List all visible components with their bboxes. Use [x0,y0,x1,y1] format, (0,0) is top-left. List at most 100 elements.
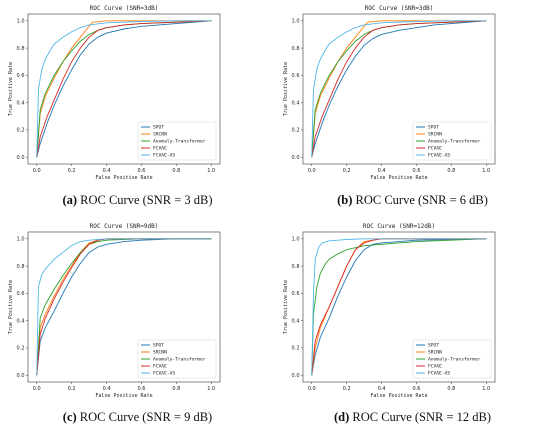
y-tick-label: 1.0 [292,19,300,25]
x-tick-label: 0.4 [378,386,386,392]
legend-label-anomaly-transformer: Anomaly-Transformer [428,139,481,145]
x-tick-label: 0.8 [172,386,180,392]
x-tick-label: 0.2 [343,386,351,392]
y-tick-label: 0.8 [292,264,300,270]
series-line-anomaly-transformer [311,238,487,376]
plot-frame [302,13,496,165]
legend-label-spot: SPOT [153,125,164,131]
y-tick-label: 0.0 [17,373,25,379]
legend-label-fcvae-as: FCVAE-AS [153,153,175,159]
y-tick-label: 1.0 [17,19,25,25]
series-line-spot [36,238,212,376]
x-tick-label: 0.6 [137,386,145,392]
y-tick-label: 0.4 [292,100,300,106]
x-tick-label: 0.4 [378,168,386,174]
chart-panel-d: ROC Curve (SNR=12dB) 0.0 0.2 0.4 0.6 0.8 1.0 0.… [275,218,550,408]
x-tick-label: 0.6 [412,168,420,174]
x-tick-label: 0.0 [308,386,316,392]
y-tick-label: 0.2 [292,346,300,352]
legend-label-fcvae-as: FCVAE-AS [428,153,450,159]
y-tick-label: 0.8 [292,46,300,52]
legend-label-fcvae-as: FCVAE-AS [428,371,450,377]
x-axis-label: False Positive Rate [95,393,152,399]
legend-label-srcnn: SRCNN [428,350,442,356]
y-tick-label: 0.2 [17,128,25,134]
legend-label-fcvae: FCVAE [428,364,442,370]
caption-a: (a) ROC Curve (SNR = 3 dB) [0,193,275,208]
x-tick-label: 0.6 [137,168,145,174]
x-tick-label: 0.0 [308,168,316,174]
legend-label-fcvae: FCVAE [153,364,167,370]
x-tick-label: 1.0 [482,168,490,174]
y-tick-label: 0.8 [17,264,25,270]
legend-label-srcnn: SRCNN [153,132,167,138]
legend-label-spot: SPOT [428,343,439,349]
y-axis-label: True Positive Rate [8,280,14,334]
y-tick-label: 0.4 [292,318,300,324]
series-line-srcnn [36,20,212,158]
caption-a-letter: (a) [62,193,78,207]
legend-box [412,121,492,161]
x-tick-label: 0.6 [412,386,420,392]
legend: SPOTSRCNNAnomaly-TransformerFCVAEFCVAE-A… [137,339,217,379]
series-line-spot [36,20,212,158]
roc-chart-d: ROC Curve (SNR=12dB) 0.0 0.2 0.4 0.6 0.8 1.0 0.… [283,223,496,399]
x-tick-label: 0.2 [68,168,76,174]
chart-title: ROC Curve (SNR=3dB) [365,5,434,12]
y-tick-label: 0.6 [292,291,300,297]
legend-label-spot: SPOT [153,343,164,349]
x-tick-label: 0.0 [33,168,41,174]
x-tick-label: 1.0 [207,386,215,392]
x-tick-label: 0.4 [103,386,111,392]
series-line-fcvae-as [36,238,212,376]
series-line-fcvae-as [36,20,212,158]
x-tick-label: 0.8 [172,168,180,174]
caption-d-letter: (d) [333,410,350,424]
x-tick-label: 0.8 [447,168,455,174]
series-line-fcvae [311,20,487,158]
roc-chart-c: ROC Curve (SNR=9dB) 0.0 0.2 0.4 0.6 0.8 1.0 0.0… [8,223,221,399]
caption-c: (c) ROC Curve (SNR = 9 dB) [0,410,275,425]
caption-d: (d) ROC Curve (SNR = 12 dB) [275,410,550,425]
y-tick-label: 0.6 [17,73,25,79]
y-axis-label: True Positive Rate [283,62,289,116]
chart-title: ROC Curve (SNR=3dB) [90,5,159,12]
chart-panel-c: ROC Curve (SNR=9dB) 0.0 0.2 0.4 0.6 0.8 1.0 0.0… [0,218,275,408]
series-line-spot [311,20,487,158]
x-tick-label: 0.2 [68,386,76,392]
legend-label-fcvae: FCVAE [153,146,167,152]
plot-frame [27,13,221,165]
chart-panel-a: ROC Curve (SNR=3dB) 0.0 0.2 0.4 0.6 0.8 1.0 0.0… [0,0,275,190]
y-tick-label: 1.0 [17,237,25,243]
x-axis-label: False Positive Rate [370,393,427,399]
chart-title: ROC Curve (SNR=12dB) [363,223,435,230]
caption-b-letter: (b) [337,193,353,207]
y-tick-label: 0.6 [292,73,300,79]
y-axis-label: True Positive Rate [283,280,289,334]
chart-title: ROC Curve (SNR=9dB) [90,223,159,230]
x-tick-label: 0.4 [103,168,111,174]
roc-chart-b: ROC Curve (SNR=3dB) 0.0 0.2 0.4 0.6 0.8 1.0 0.0… [283,5,496,181]
legend-box [412,339,492,379]
plot-frame [27,231,221,383]
y-tick-label: 0.6 [17,291,25,297]
caption-b-text: ROC Curve (SNR = 6 dB) [355,193,488,207]
caption-a-text: ROC Curve (SNR = 3 dB) [80,193,213,207]
chart-panel-b: ROC Curve (SNR=3dB) 0.0 0.2 0.4 0.6 0.8 1.0 0.0… [275,0,550,190]
series-line-fcvae-as [311,20,487,158]
series-line-srcnn [311,20,487,158]
y-tick-label: 0.0 [17,155,25,161]
legend-label-spot: SPOT [428,125,439,131]
caption-c-letter: (c) [62,410,77,424]
y-tick-label: 0.0 [292,373,300,379]
roc-chart-a: ROC Curve (SNR=3dB) 0.0 0.2 0.4 0.6 0.8 1.0 0.0… [8,5,221,181]
legend: SPOTSRCNNAnomaly-TransformerFCVAEFCVAE-A… [412,121,492,161]
caption-d-text: ROC Curve (SNR = 12 dB) [352,410,492,424]
legend-box [137,121,217,161]
x-axis-label: False Positive Rate [370,175,427,181]
series-line-spot [311,238,487,376]
y-axis-label: True Positive Rate [8,62,14,116]
x-tick-label: 0.8 [447,386,455,392]
y-tick-label: 0.4 [17,318,25,324]
y-tick-label: 0.0 [292,155,300,161]
